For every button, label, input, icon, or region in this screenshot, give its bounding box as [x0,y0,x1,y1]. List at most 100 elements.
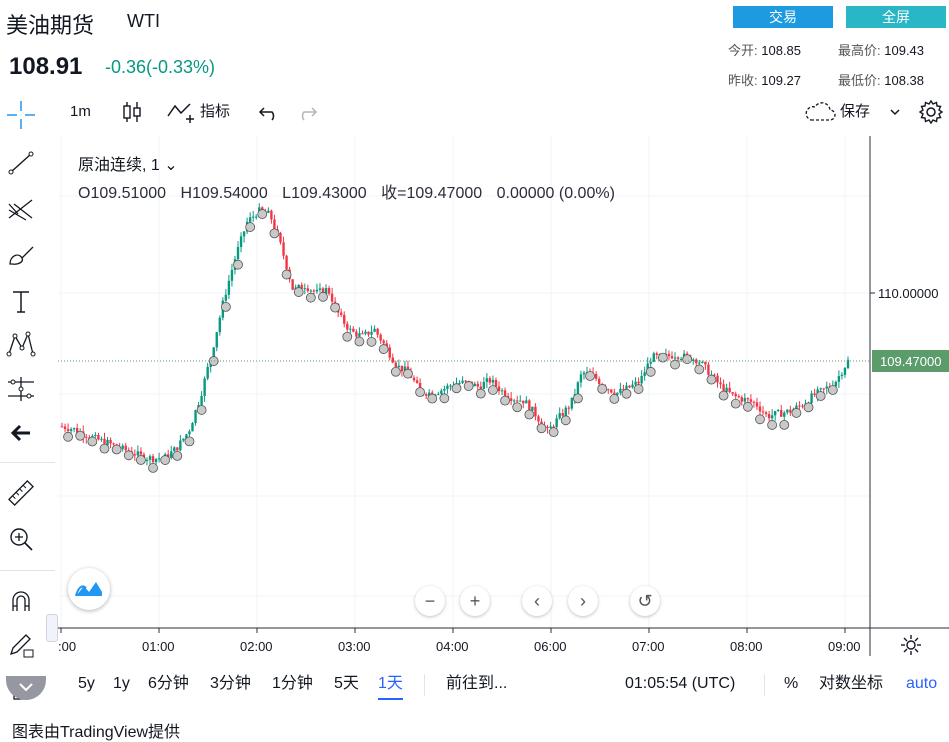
candle-body [801,405,804,407]
event-marker [148,463,158,473]
candle-body [339,312,343,315]
range-5y[interactable]: 5y [78,675,95,692]
percent-toggle[interactable]: % [784,675,799,692]
event-marker [730,398,741,409]
candle-body [236,246,240,260]
range-1y[interactable]: 1y [113,675,130,692]
zoom-out-button[interactable]: − [415,586,445,616]
redo-icon[interactable] [294,98,318,130]
brush-icon[interactable] [4,238,38,272]
chevron-down-icon[interactable] [888,98,902,130]
candle-body [312,290,316,292]
auto-scale-toggle[interactable]: auto [906,675,938,692]
log-scale-toggle[interactable]: 对数坐标 [819,675,884,692]
x-tick-label: 01:00 [142,639,175,654]
candle-body [391,357,394,363]
scroll-right-button[interactable]: › [568,586,598,616]
candle-body [755,402,759,407]
candle-body [767,414,771,419]
candle-body [722,384,725,392]
candle-body [397,365,401,367]
event-marker [75,430,86,441]
candle-body [497,386,501,392]
candle-body [203,378,206,396]
candle-body [564,407,567,416]
legend-symbol[interactable]: 原油连续, 1 ⌄ [78,157,178,174]
candle-body [740,397,743,402]
candle-style-icon[interactable] [120,98,144,130]
event-marker [573,393,583,404]
event-marker [779,419,790,430]
candle-body [780,410,783,417]
candle-body [737,396,740,398]
time-display[interactable]: 01:05:54 (UTC) [625,675,736,692]
scroll-left-button[interactable]: ‹ [522,586,552,616]
fullscreen-button[interactable]: 全屏 [846,6,946,28]
candle-body [242,231,246,237]
candle-body [479,386,482,389]
prediction-icon[interactable] [4,372,38,406]
candle-body [291,279,294,290]
candle-body [124,445,127,451]
event-marker [791,408,802,418]
candle-body [321,288,325,294]
event-marker [172,450,183,461]
candle-body [840,374,844,377]
text-tool-icon[interactable] [4,284,38,318]
event-marker [330,302,341,313]
price-chart[interactable]: 110.00000 109.47000 :00 01:00 02:00 03:00 04… [58,136,949,656]
zoom-in-icon[interactable] [4,522,38,556]
event-marker [111,444,122,455]
candle-body [303,288,306,290]
indicators-icon[interactable] [166,98,196,130]
trend-line-icon[interactable] [4,146,38,180]
event-marker [755,414,765,425]
zoom-in-button[interactable]: + [460,586,490,616]
chevron-down-icon[interactable]: ⌄ [164,157,178,174]
range-1d[interactable]: 1天 [378,668,403,700]
undo-icon[interactable] [258,98,282,130]
settings-gear-icon[interactable] [916,97,946,129]
x-tick-label: 03:00 [338,639,371,654]
ruler-icon[interactable] [4,476,38,510]
candle-body [382,340,385,344]
arrow-left-icon[interactable] [4,416,38,450]
range-1m[interactable]: 1分钟 [272,675,313,692]
legend-close: 收=109.47000 [381,185,483,202]
pattern-icon[interactable] [4,328,38,362]
candle-body [297,284,300,288]
pencil-lock-icon[interactable] [4,628,38,662]
candle-body [640,376,643,384]
cloud-icon[interactable] [803,98,837,130]
y-tick-label: 110.00000 [878,286,939,301]
candle-body [66,429,70,432]
candle-body [373,328,376,332]
crosshair-icon[interactable] [4,98,38,130]
goto-date-button[interactable]: 前往到... [446,675,508,692]
indicators-button[interactable]: 指标 [200,103,231,120]
candle-body [485,378,489,382]
settings-gear-icon[interactable] [898,632,924,663]
pitchfork-icon[interactable] [4,192,38,226]
candle-body [719,382,722,385]
trade-button[interactable]: 交易 [733,6,833,28]
candle-body [458,382,461,384]
range-5d[interactable]: 5天 [334,675,359,692]
scroll-down-handle[interactable] [6,676,46,700]
event-marker [208,356,219,366]
reset-chart-icon[interactable]: ↺ [630,586,660,616]
candle-body [437,393,440,395]
candle-body [698,362,701,364]
range-3m[interactable]: 3分钟 [210,675,251,692]
save-button[interactable]: 保存 [840,103,871,120]
range-6m[interactable]: 6分钟 [148,675,189,692]
collapse-toolbar-handle[interactable] [46,614,58,642]
interval-button[interactable]: 1m [70,103,91,120]
candle-body [625,385,628,391]
candle-body [346,323,349,330]
magnet-icon[interactable] [4,584,38,618]
candle-body [154,458,158,463]
legend-open: O109.51000 [78,185,167,202]
candle-body [777,410,780,412]
tradingview-logo-icon[interactable] [68,568,110,610]
